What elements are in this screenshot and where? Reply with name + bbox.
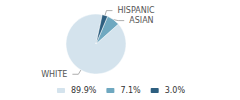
svg-text:3.0%: 3.0% <box>165 86 186 95</box>
svg-text:HISPANIC: HISPANIC <box>117 6 155 15</box>
svg-text:ASIAN: ASIAN <box>129 16 153 25</box>
svg-text:89.9%: 89.9% <box>71 86 97 95</box>
svg-text:WHITE: WHITE <box>41 70 67 79</box>
svg-text:7.1%: 7.1% <box>120 86 141 95</box>
